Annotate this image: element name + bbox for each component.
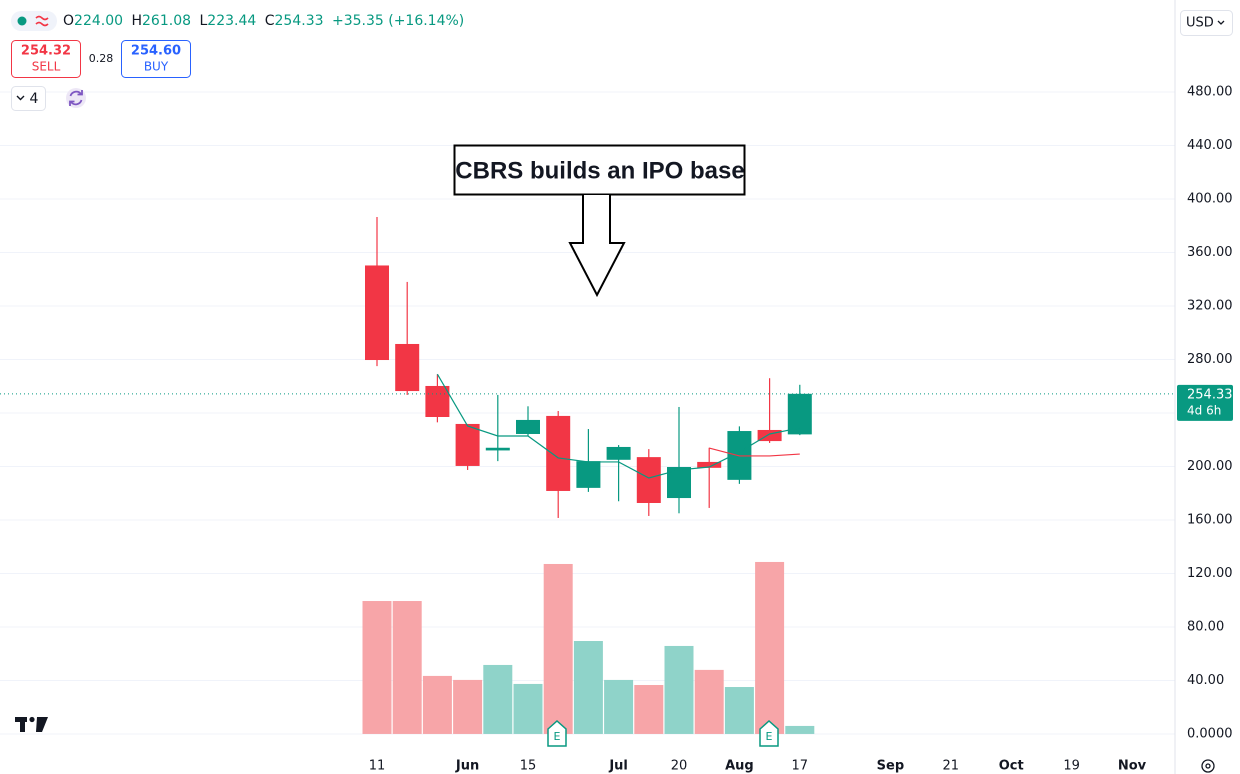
y-tick-label: 120.00 (1187, 566, 1233, 581)
candle-body (485, 447, 510, 451)
sell-button[interactable] (11, 40, 81, 78)
x-tick-label: 21 (943, 759, 960, 774)
ohlc-value: 223.44 (207, 13, 256, 29)
y-tick-label: 40.00 (1187, 673, 1224, 688)
candle-body (546, 415, 571, 491)
candle-body (395, 343, 420, 392)
indicator-toggle[interactable] (11, 86, 46, 111)
candle-body (516, 419, 540, 434)
candle-body (606, 446, 631, 460)
x-tick-label: 19 (1063, 759, 1080, 774)
y-tick-label: 280.00 (1187, 352, 1233, 367)
volume-bar (483, 664, 513, 734)
x-tick-label: Oct (999, 759, 1024, 774)
annotation: CBRS builds an IPO base (455, 157, 744, 184)
chevron (16, 95, 25, 101)
volume-bar (362, 601, 392, 734)
ohlc-label: L (199, 13, 207, 29)
earnings-marker[interactable]: E (759, 719, 779, 747)
candle-body (576, 461, 601, 488)
earnings-marker[interactable]: E (547, 719, 567, 747)
settings-icon[interactable] (1201, 759, 1215, 773)
y-tick-label: 80.00 (1187, 619, 1224, 634)
last-price-box (1177, 384, 1233, 421)
y-tick-label: 400.00 (1187, 192, 1233, 207)
ohlc-label: O (63, 13, 74, 29)
change: +35.35 (+16.14%) (332, 13, 464, 29)
volume-bar (392, 601, 422, 734)
plot (0, 217, 1175, 734)
last-price-label: 254.33 (1187, 387, 1233, 402)
x-tick-label: Jul (608, 759, 628, 774)
y-tick-label: 200.00 (1187, 459, 1233, 474)
y-tick-label: 160.00 (1187, 512, 1233, 527)
status-dot (17, 16, 27, 26)
status-icon (35, 15, 49, 27)
ohlc-label: C (265, 13, 275, 29)
candle-body (697, 461, 722, 468)
volume-bar (664, 645, 694, 734)
volume-bar (543, 563, 573, 734)
ohlc-value: 224.00 (74, 13, 123, 29)
volume-bar (724, 687, 754, 734)
x-tick-label: Aug (725, 759, 754, 774)
candle-body (455, 423, 480, 466)
sell-label: SELL (32, 60, 61, 74)
volume-bar (453, 679, 483, 734)
indicator-count: 4 (30, 91, 39, 107)
sell-price: 254.32 (21, 44, 71, 59)
ohlc-value: 254.33 (275, 13, 324, 29)
currency: USD (1186, 16, 1214, 31)
buy-price: 254.60 (131, 44, 181, 59)
volume-bar (604, 679, 634, 734)
earnings-label: E (554, 730, 561, 743)
x-tick-label: Jun (455, 759, 479, 774)
y-tick-label: 360.00 (1187, 245, 1233, 260)
ohlc-legend: O224.00 H261.08 L223.44 C254.33 +35.35 (… (63, 13, 464, 29)
x-tick-label: 20 (671, 759, 688, 774)
y-tick-label: 0.0000 (1187, 726, 1233, 741)
annotation-arrow (568, 195, 626, 298)
volume-bar (755, 561, 785, 734)
currency-select[interactable] (1180, 10, 1233, 36)
buy-label: BUY (144, 60, 169, 74)
x-tick-label: 11 (369, 759, 386, 774)
earnings-label: E (766, 730, 773, 743)
volume-bar (694, 669, 724, 734)
annotation-box (453, 144, 746, 196)
logo (15, 716, 48, 732)
candle-body (787, 393, 812, 435)
volume-bar (785, 725, 815, 734)
volume-bar (422, 675, 452, 734)
chevron (1217, 20, 1225, 25)
spread: 0.28 (89, 52, 114, 65)
candle-body (365, 265, 389, 361)
x-tick-label: Nov (1118, 759, 1147, 774)
ohlc-value: 261.08 (142, 13, 191, 29)
y-tick-label: 480.00 (1187, 85, 1233, 100)
volume-bar (634, 685, 664, 734)
candle-body (425, 385, 450, 417)
ohlc-label: H (131, 13, 142, 29)
y-tick-label: 440.00 (1187, 138, 1233, 153)
buy-button[interactable] (121, 40, 191, 78)
candle-body (757, 429, 782, 442)
volume-bar (573, 641, 603, 734)
y-tick-label: 320.00 (1187, 298, 1233, 313)
volume-bar (513, 683, 543, 734)
countdown: 4d 6h (1187, 403, 1221, 417)
x-tick-label: 15 (520, 759, 537, 774)
candle-body (636, 457, 661, 503)
moving-average (436, 373, 800, 479)
refresh-icon[interactable] (66, 88, 86, 108)
moving-average (709, 447, 800, 457)
x-tick-label: 17 (792, 759, 809, 774)
overlay: 0.000040.0080.00120.00160.00200.00240.00… (369, 85, 1233, 774)
x-tick-label: Sep (877, 759, 905, 774)
